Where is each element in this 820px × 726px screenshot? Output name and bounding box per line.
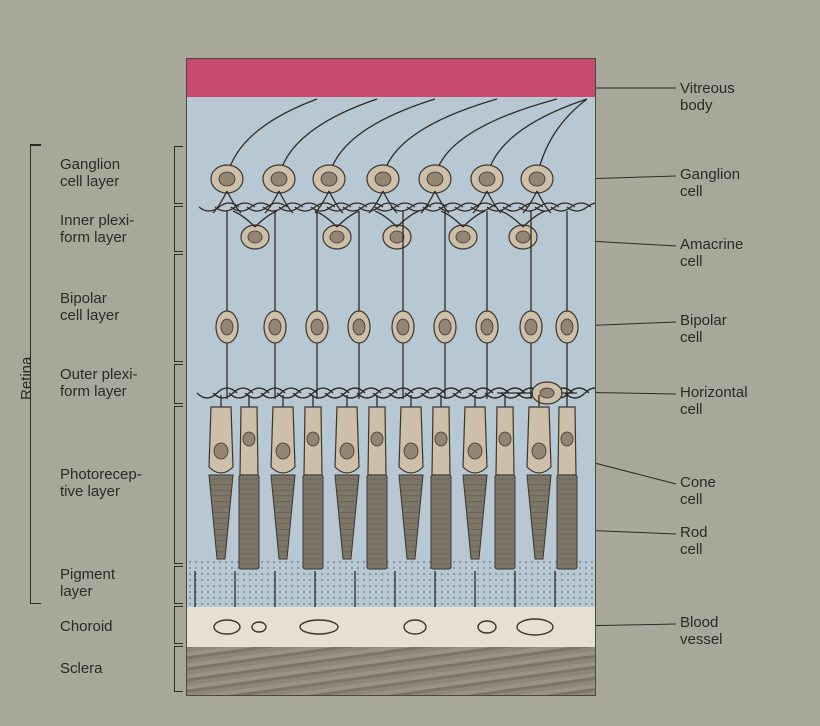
retina-diagram-page: Retina Ganglion cell layer Inner plexi- … xyxy=(0,0,820,726)
cell-artwork xyxy=(187,59,595,695)
retina-diagram xyxy=(186,58,596,696)
